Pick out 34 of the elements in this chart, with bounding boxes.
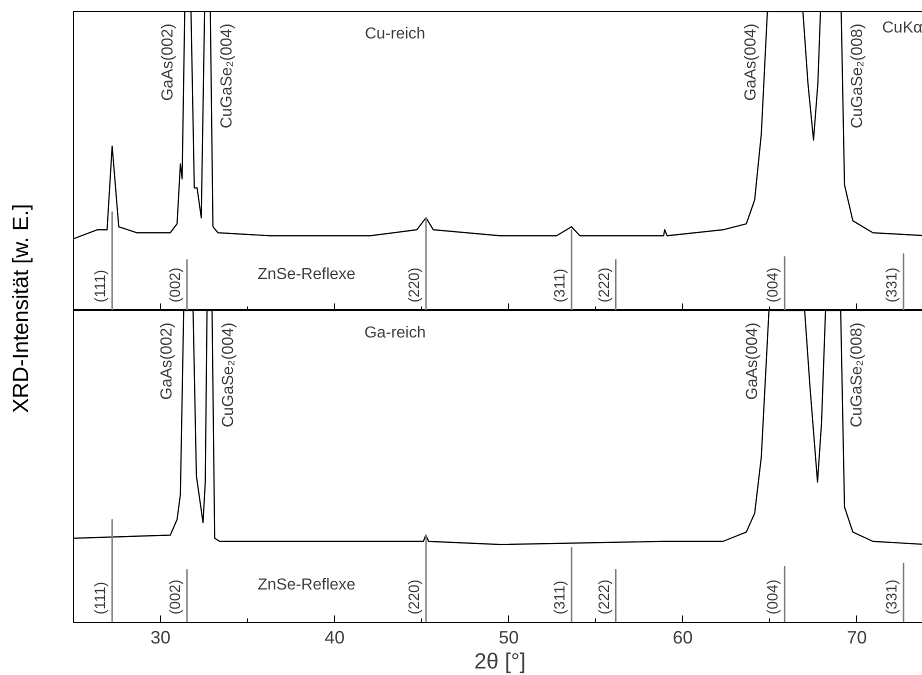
annotation: CuGaSe₂(004) — [218, 23, 236, 128]
annotation: (311) — [552, 580, 569, 614]
annotation: GaAs(004) — [742, 23, 760, 101]
text: Cu-reich — [364, 26, 426, 42]
annotation: GaAs(004) — [744, 322, 761, 400]
annotation: (311) — [552, 268, 569, 302]
text: ZnSe-Reflexe — [258, 576, 356, 594]
annotation: (004) — [764, 579, 782, 614]
annotation: (220) — [406, 267, 424, 302]
x-tick-label: 30 — [150, 628, 171, 648]
annotation: (111) — [92, 270, 110, 302]
annotation: CuKα — [882, 20, 922, 36]
x-tick-label: 60 — [672, 628, 693, 648]
x-tick-label: 50 — [498, 628, 519, 648]
x-tick-label: 40 — [324, 628, 345, 648]
y-axis-title: XRD-Intensität [w. E.] — [7, 203, 34, 413]
annotation: (222) — [596, 267, 613, 302]
annotation: (111) — [92, 582, 110, 614]
annotation: CuGaSe₂(008) — [849, 23, 866, 128]
annotation: (331) — [884, 267, 901, 302]
annotation: (222) — [596, 579, 613, 614]
text: Ga-reich — [364, 324, 426, 342]
annotation: GaAs(002) — [158, 322, 176, 400]
annotation: CuGaSe₂(008) — [848, 322, 866, 428]
annotation: CuGaSe₂(004) — [220, 322, 238, 428]
annotation: (004) — [764, 267, 782, 302]
text: ZnSe-Reflexe — [258, 266, 356, 284]
annotation: (002) — [167, 579, 184, 614]
annotation: GaAs(002) — [160, 23, 177, 101]
annotation: (002) — [167, 267, 184, 302]
x-axis-title: 2θ [°] — [474, 648, 526, 674]
annotation: (331) — [884, 579, 901, 614]
annotation: (220) — [406, 579, 424, 614]
x-tick-label: 70 — [846, 628, 867, 648]
